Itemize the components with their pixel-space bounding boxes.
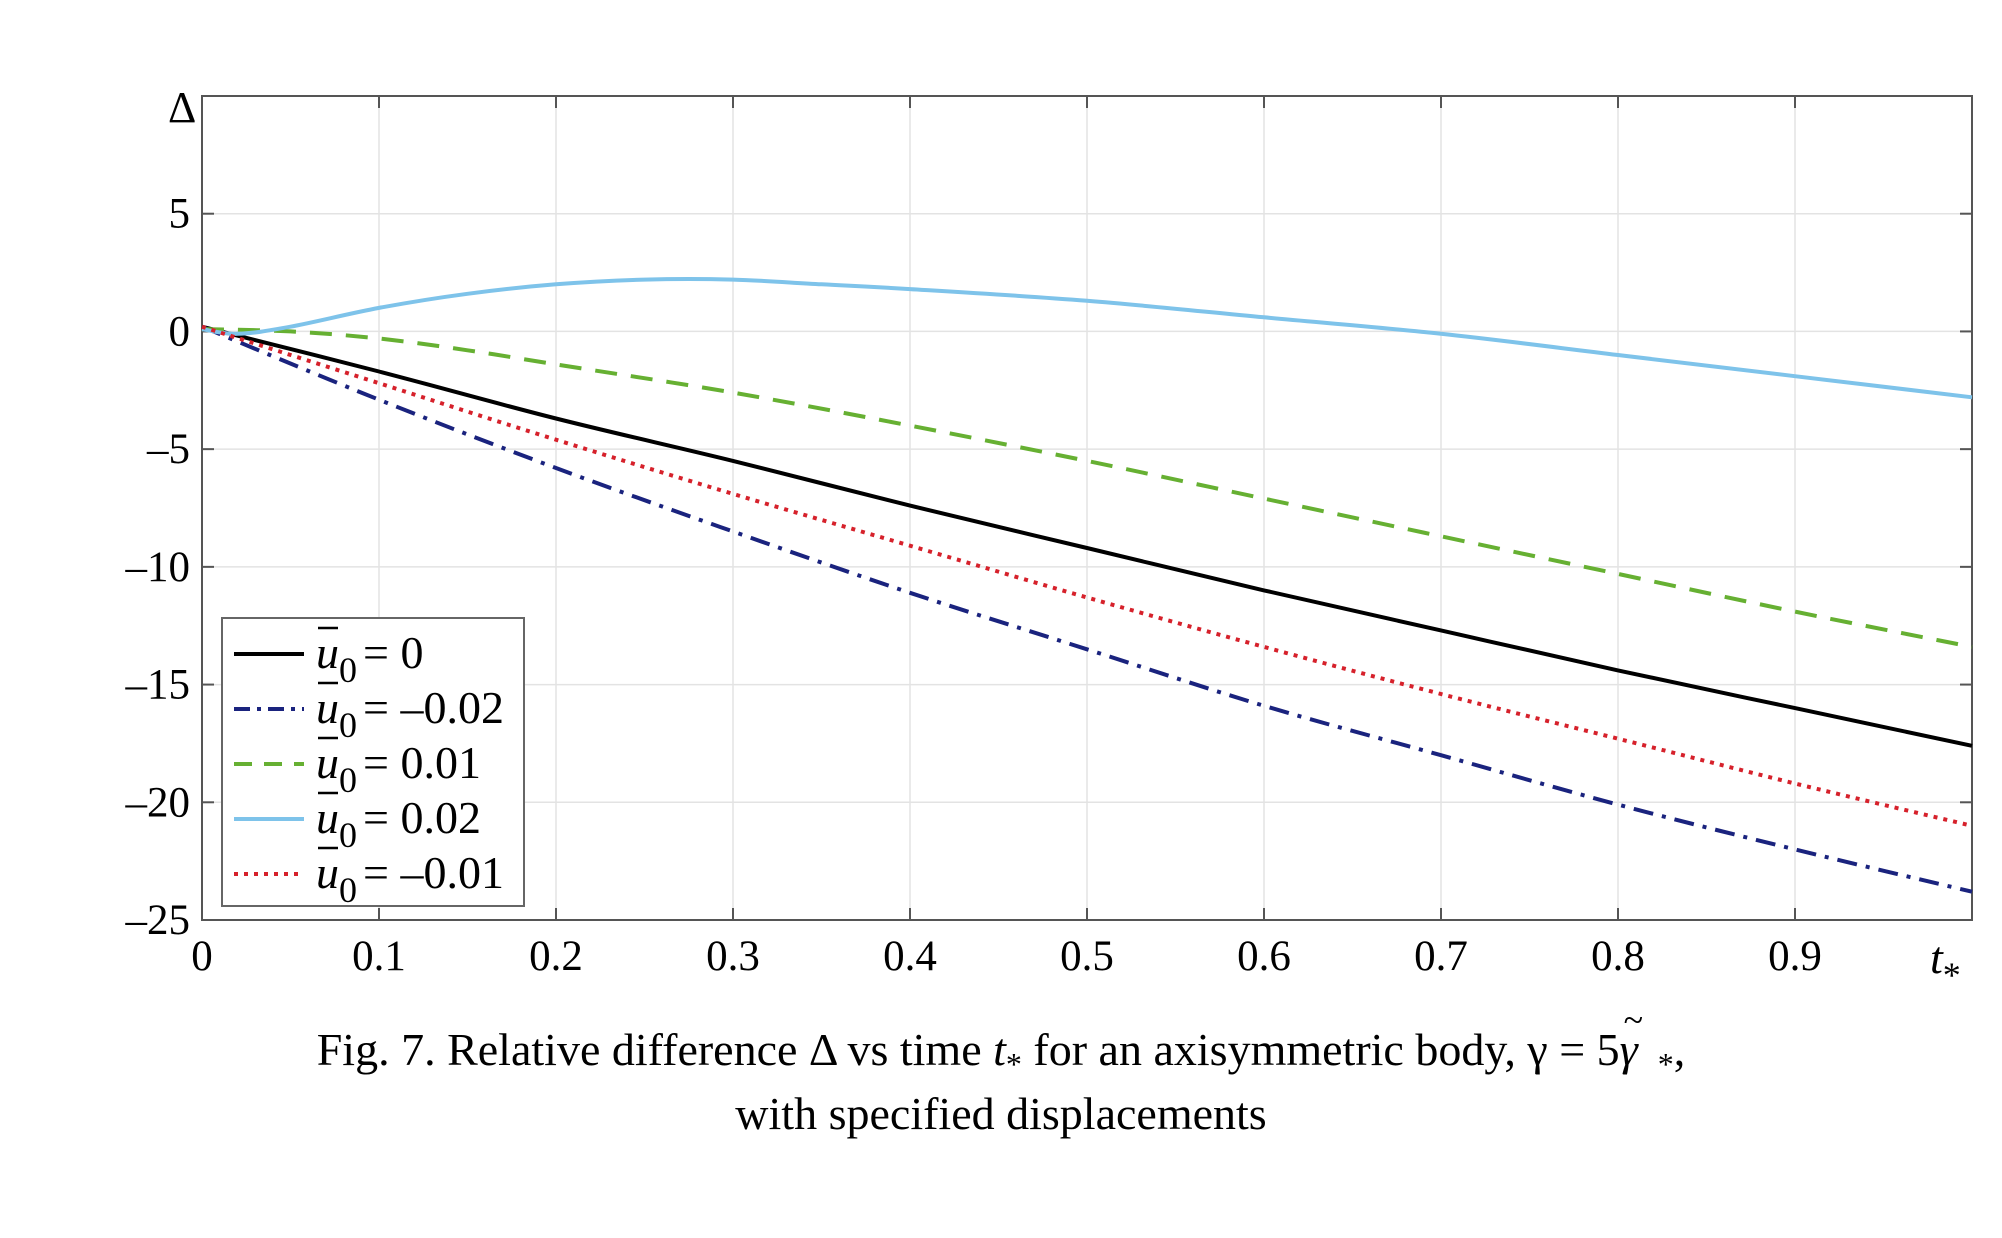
legend-label: u0 = –0.01: [316, 847, 504, 910]
series-line-3: [201, 327, 1973, 649]
x-axis-label: t*: [1930, 932, 1961, 995]
caption-t-subscript: *: [1005, 1046, 1022, 1083]
y-tick-labels: 5 0 –5 –10 –15 –20 –25: [125, 191, 191, 944]
y-tick-label: –15: [125, 662, 191, 709]
legend-label: u0 = –0.02: [316, 682, 504, 745]
legend-label: u0 = 0.02: [316, 792, 481, 855]
x-tick-label: 0.4: [883, 933, 937, 980]
y-tick-label: –25: [125, 897, 191, 944]
series-lines: [201, 277, 1973, 894]
axis-ticks: [201, 96, 1972, 921]
y-tick-label: –20: [125, 779, 191, 826]
caption-gamma: γ: [1619, 1024, 1638, 1075]
y-axis-label: Δ: [168, 83, 196, 132]
x-tick-label: 0.3: [706, 933, 760, 980]
figure-caption: Fig. 7. Relative difference Δ vs time t*…: [0, 1000, 2002, 1094]
legend-label: u0 = 0.01: [316, 737, 481, 800]
x-tick-labels: 0 0.1 0.2 0.3 0.4 0.5 0.6 0.7 0.8 0.9: [191, 933, 1822, 980]
y-tick-label: –5: [146, 426, 190, 473]
caption-gamma-tilde: ~ γ: [1619, 1000, 1643, 1080]
series-line-4: [201, 277, 1973, 400]
caption-tilde: ~: [1623, 1000, 1644, 1040]
series-line-2: [201, 324, 1973, 894]
caption-t-symbol: t: [993, 1024, 1006, 1075]
x-tick-label: 0.8: [1591, 933, 1645, 980]
caption-gamma-subscript: *: [1657, 1046, 1674, 1083]
legend-label: u0 = 0: [316, 627, 423, 690]
x-tick-label: 0: [191, 933, 213, 980]
x-tick-label: 0.9: [1768, 933, 1822, 980]
x-tick-label: 0.5: [1060, 933, 1114, 980]
figure-caption-line2: with specified displacements: [0, 1084, 2002, 1144]
x-tick-label: 0.2: [529, 933, 583, 980]
y-tick-label: 0: [169, 308, 191, 355]
caption-line2: with specified displacements: [735, 1088, 1267, 1139]
x-tick-label: 0.6: [1237, 933, 1291, 980]
series-line-5: [201, 324, 1973, 828]
caption-line1-mid: for an axisymmetric body, γ = 5: [1021, 1024, 1620, 1075]
y-tick-label: 5: [169, 191, 191, 238]
y-tick-label: –10: [125, 544, 191, 591]
caption-line1-prefix: Fig. 7. Relative difference Δ vs time: [316, 1024, 994, 1075]
caption-line1-end: ,: [1673, 1024, 1686, 1075]
x-tick-label: 0.7: [1414, 933, 1468, 980]
series-line-1: [201, 324, 1973, 748]
x-tick-label: 0.1: [352, 933, 406, 980]
